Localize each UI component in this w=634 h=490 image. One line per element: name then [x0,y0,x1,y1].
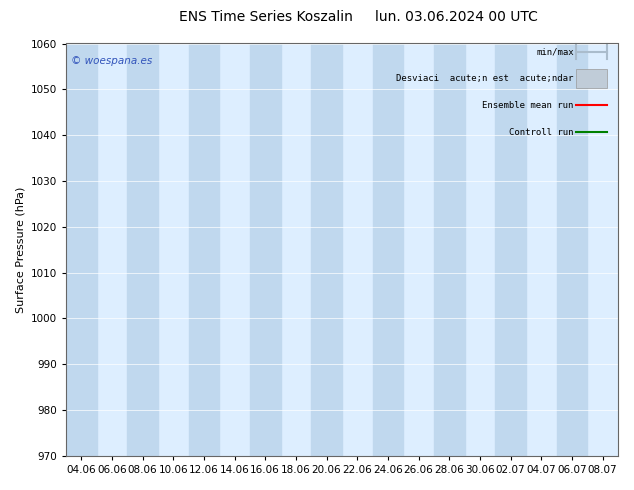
Bar [495,44,526,456]
Text: min/max: min/max [536,47,574,56]
Bar [250,44,280,456]
Bar [66,44,96,456]
Text: lun. 03.06.2024 00 UTC: lun. 03.06.2024 00 UTC [375,10,538,24]
Text: © woespana.es: © woespana.es [72,56,153,66]
Bar [311,44,342,456]
Text: Controll run: Controll run [509,128,574,137]
Bar [373,44,403,456]
FancyBboxPatch shape [576,70,607,88]
Text: ENS Time Series Koszalin: ENS Time Series Koszalin [179,10,353,24]
Bar [127,44,158,456]
Bar [557,44,587,456]
Bar [188,44,219,456]
Text: Desviaci  acute;n est  acute;ndar: Desviaci acute;n est acute;ndar [396,74,574,83]
Text: Ensemble mean run: Ensemble mean run [482,101,574,110]
Bar [434,44,465,456]
Y-axis label: Surface Pressure (hPa): Surface Pressure (hPa) [15,187,25,313]
